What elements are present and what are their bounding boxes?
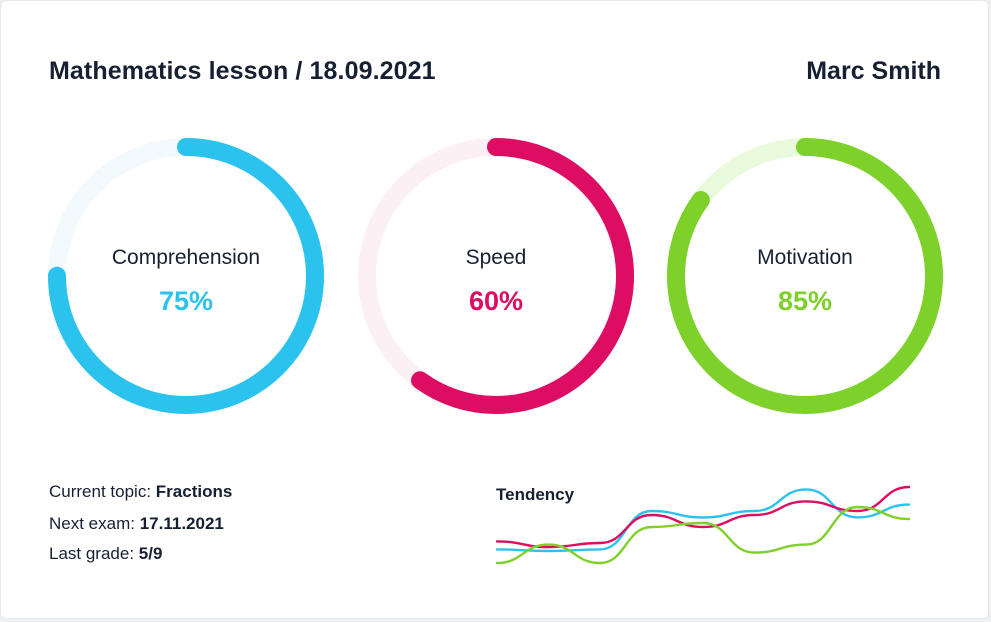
gauge-label: Speed xyxy=(465,246,527,269)
gauge-arc xyxy=(667,138,943,414)
tendency-line-1 xyxy=(495,485,911,549)
comprehension-gauge: Comprehension 75% xyxy=(46,136,326,416)
current-topic-label: Current topic: xyxy=(49,482,152,501)
tendency-label: Tendency xyxy=(496,485,575,504)
current-topic-value: Fractions xyxy=(155,482,233,501)
tendency-line-0 xyxy=(495,488,911,553)
next-exam-value: 17.11.2021 xyxy=(139,514,224,533)
gauge-arc xyxy=(48,138,324,414)
last-grade-value: 5/9 xyxy=(138,544,163,563)
tendency-line-2 xyxy=(495,505,911,565)
student-name: Marc Smith xyxy=(806,57,941,85)
gauge-value: 85% xyxy=(777,286,833,316)
lesson-title: Mathematics lesson / 18.09.2021 xyxy=(49,57,436,85)
speed-gauge: Speed 60% xyxy=(356,136,636,416)
tendency-chart xyxy=(495,485,911,565)
motivation-gauge: Motivation 85% xyxy=(665,136,945,416)
gauge-value: 75% xyxy=(158,286,214,316)
next-exam-label: Next exam: xyxy=(49,514,135,533)
gauge-arc xyxy=(358,138,634,414)
gauge-value: 60% xyxy=(468,286,524,316)
gauge-label: Comprehension xyxy=(111,246,261,269)
current-topic: Current topic: Fractions xyxy=(49,482,232,502)
next-exam: Next exam: 17.11.2021 xyxy=(49,514,224,534)
last-grade: Last grade: 5/9 xyxy=(49,544,162,564)
last-grade-label: Last grade: xyxy=(49,544,135,563)
gauge-label: Motivation xyxy=(757,246,853,269)
